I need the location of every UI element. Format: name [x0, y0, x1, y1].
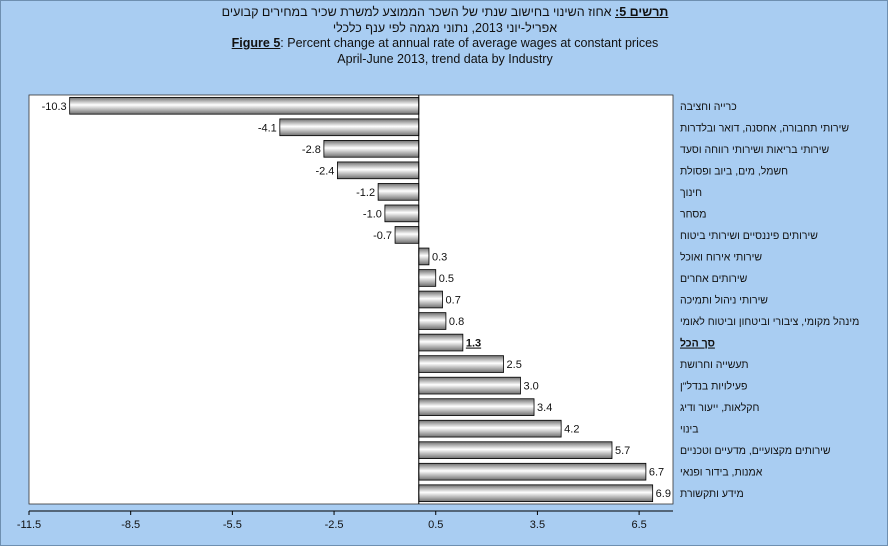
category-label: תעשייה וחרושת: [680, 359, 749, 371]
value-label: 6.7: [649, 467, 664, 479]
category-label: שירותים פיננסיים ושירותי ביטוח: [680, 230, 818, 242]
value-label: 3.4: [537, 402, 552, 414]
value-label: -2.8: [302, 144, 321, 156]
category-label: שירותי ניהול ותמיכה: [680, 295, 768, 307]
value-label: -10.3: [42, 101, 67, 113]
category-label: שירותי אירוח ואוכל: [680, 251, 762, 263]
value-label: 6.9: [656, 488, 671, 500]
value-label: -4.1: [258, 122, 277, 134]
value-label: -2.4: [315, 165, 334, 177]
category-label: בינוי: [680, 424, 699, 436]
english-title-line-2: April-June 2013, trend data by Industry: [337, 51, 553, 66]
bar: [418, 462, 647, 481]
category-label: פעילויות בנדל"ן: [680, 381, 747, 393]
bar: [418, 355, 504, 373]
bar: [418, 419, 562, 438]
category-label: שירותים מקצועיים, מדעיים וטכניים: [680, 445, 831, 457]
bar: [418, 484, 654, 503]
bar: [418, 269, 437, 287]
x-tick-label: -8.5: [121, 519, 140, 531]
category-label: חינוך: [680, 187, 702, 199]
value-label: -1.0: [363, 208, 382, 220]
category-label: שירותים אחרים: [680, 273, 748, 285]
bar: [418, 333, 464, 352]
x-tick-label: 0.5: [428, 519, 443, 531]
english-figure-label: Figure 5: [231, 36, 281, 50]
hebrew-title-line-1: תרשים 5: אחוז השינוי בחישוב שנתי של השכר…: [1, 5, 888, 21]
category-label: מינהל מקומי, ציבורי וביטחון וביטוח לאומי: [680, 316, 859, 328]
bar: [384, 204, 420, 223]
x-tick-label: -11.5: [17, 519, 41, 531]
category-label: מסחר: [680, 208, 707, 220]
value-label: 5.7: [615, 445, 630, 457]
english-title-line-1: Figure 5: Percent change at annual rate …: [1, 36, 888, 52]
value-label: -0.7: [373, 230, 392, 242]
chart-titles: תרשים 5: אחוז השינוי בחישוב שנתי של השכר…: [1, 5, 888, 67]
category-label: סך הכל: [680, 338, 715, 350]
x-tick-label: 3.5: [530, 519, 545, 531]
category-label: שירותי בריאות ושירותי רווחה וסעד: [680, 144, 830, 156]
bar: [418, 290, 443, 309]
english-title-text: : Percent change at annual rate of avera…: [280, 36, 659, 50]
hebrew-title-text: אחוז השינוי בחישוב שנתי של השכר הממוצע ל…: [221, 5, 616, 19]
hebrew-figure-label: תרשים 5:: [615, 5, 669, 19]
category-label: מידע ותקשורת: [680, 488, 744, 500]
value-label: 1.3: [466, 338, 481, 350]
value-label: 4.2: [564, 424, 579, 436]
bar: [69, 96, 420, 115]
category-label: חשמל, מים, ביוב ופסולת: [680, 165, 788, 177]
value-label: 2.5: [507, 359, 522, 371]
value-label: 3.0: [523, 381, 538, 393]
bar: [323, 140, 420, 158]
bar: [418, 441, 613, 459]
value-label: 0.5: [439, 273, 454, 285]
x-tick-label: -2.5: [325, 519, 344, 531]
category-label: חקלאות, ייעור ודיג: [680, 402, 759, 414]
bar: [394, 226, 420, 244]
value-label: 0.3: [432, 251, 447, 263]
bar: [418, 312, 447, 330]
bar: [418, 247, 430, 266]
bar: [418, 376, 521, 395]
bar: [377, 183, 420, 201]
category-label: שירותי תחבורה, אחסנה, דואר ובלדרות: [680, 122, 849, 134]
category-label: כרייה וחציבה: [680, 101, 737, 113]
x-tick-label: -5.5: [223, 519, 242, 531]
bar: [418, 398, 535, 416]
category-label: אמנות, בידור ופנאי: [680, 467, 763, 479]
bar: [337, 161, 420, 180]
hebrew-title-line-2: אפריל-יוני 2013, נתוני מגמה לפי ענף כלכל…: [332, 20, 558, 35]
value-label: 0.8: [449, 316, 464, 328]
bar: [279, 118, 420, 137]
value-label: 0.7: [446, 295, 461, 307]
x-tick-label: 6.5: [631, 519, 646, 531]
value-label: -1.2: [356, 187, 375, 199]
